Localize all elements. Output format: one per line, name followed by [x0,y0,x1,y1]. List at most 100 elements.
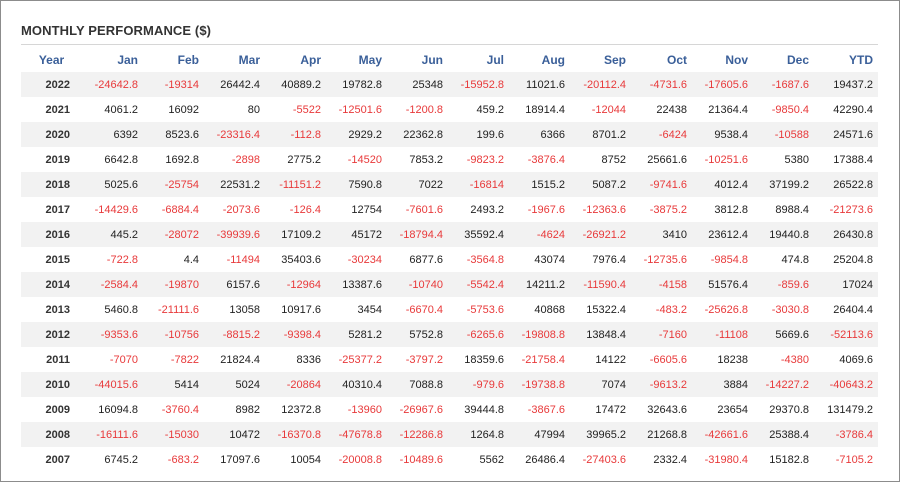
year-cell: 2014 [21,272,82,297]
value-cell: 3454 [357,303,382,316]
table-row: 2016 445.2 -28072 -39939.6 17109.2 45172 -1879… [21,222,878,247]
value-cell: 5087.2 [570,172,631,197]
value-cell: -40643.2 [814,372,878,397]
value-cell: 43074 [534,253,565,266]
value-cell: -12363.6 [582,203,626,216]
value-cell: 1692.8 [165,153,199,166]
table-row: 2013 5460.8 -21111.6 13058 10917.6 3454 -6670.… [21,297,878,322]
value-cell: -7070 [109,353,138,366]
value-cell: -4380 [780,353,809,366]
value-cell: -31980.4 [704,453,748,466]
value-cell: 18914.4 [525,103,565,116]
panel-title: MONTHLY PERFORMANCE ($) [21,23,212,38]
value-cell: 25348 [387,72,448,97]
value-cell: 16092 [168,103,199,116]
value-cell: 12372.8 [281,403,321,416]
value-cell: -6884.4 [161,203,199,216]
value-cell: -12286.8 [387,422,448,447]
value-cell: 24571.6 [814,122,878,147]
table-row: 2017 -14429.6 -6884.4 -2073.6 -126.4 12754 -76… [21,197,878,222]
value-cell: 8982 [235,403,260,416]
value-cell: -11494 [226,253,260,266]
value-cell: 42290.4 [833,103,873,116]
value-cell: 21824.4 [220,353,260,366]
value-cell: 17097.6 [220,453,260,466]
value-cell: -15030 [143,422,204,447]
value-cell: -28072 [143,222,204,247]
column-header-mar: Mar [238,53,260,67]
value-cell: -9850.4 [771,103,809,116]
value-cell: 13848.4 [570,322,631,347]
value-cell: -20864 [265,372,326,397]
value-cell: -20112.4 [570,72,631,97]
value-cell: -6670.4 [405,303,443,316]
value-cell: 35403.6 [281,253,321,266]
value-cell: -24642.8 [82,72,143,97]
value-cell: 131479.2 [827,403,873,416]
value-cell: -7160 [631,322,692,347]
value-cell: 10472 [204,422,265,447]
value-cell: 199.6 [448,122,509,147]
value-cell: -5753.6 [466,303,504,316]
table-row: 2018 5025.6 -25754 22531.2 -11151.2 7590.8 702… [21,172,878,197]
value-cell: -16111.6 [82,422,143,447]
value-cell: -10740 [387,272,448,297]
value-cell: 40310.4 [326,372,387,397]
value-cell: 2775.2 [287,153,321,166]
column-header-apr: Apr [300,53,321,67]
value-cell: -9741.6 [631,172,692,197]
value-cell: 13058 [229,303,260,316]
value-cell: 5460.8 [104,303,138,316]
table-row: 2012 -9353.6 -10756 -8815.2 -9398.4 5281.2 575… [21,322,878,347]
value-cell: -15952.8 [448,72,509,97]
value-cell: -3030.8 [771,303,809,316]
value-cell: -979.6 [448,372,509,397]
value-cell: -3760.4 [161,403,199,416]
value-cell: -11151.2 [265,172,326,197]
value-cell: 37199.2 [753,172,814,197]
value-cell: -11108 [692,322,753,347]
year-cell: 2010 [21,372,82,397]
value-cell: 22438 [656,103,687,116]
value-cell: -44015.6 [82,372,143,397]
column-header-jun: Jun [421,53,443,67]
value-cell: 6877.6 [409,253,443,266]
value-cell: -12044 [591,103,626,116]
value-cell: -14227.2 [753,372,814,397]
value-cell: -21111.6 [158,303,199,316]
table-row: 2020 6392 8523.6 -23316.4 -112.8 2929.2 22362.… [21,122,878,147]
year-cell: 2020 [21,122,82,147]
value-cell: -16814 [448,172,509,197]
value-cell: -2898 [231,153,260,166]
value-cell: 1515.2 [509,172,570,197]
value-cell: -19314 [143,72,204,97]
year-cell: 2017 [45,203,70,216]
table-row: 2008 -16111.6 -15030 10472 -16370.8 -47678.8-… [21,422,878,447]
value-cell: 4012.4 [692,172,753,197]
value-cell: -19808.8 [509,322,570,347]
value-cell: 7074 [570,372,631,397]
value-cell: 5562 [479,453,504,466]
year-cell: 2022 [21,72,82,97]
year-cell: 2016 [21,222,82,247]
table-row: 2007 6745.2 -683.2 17097.6 10054 -20008.8 -104… [21,447,878,472]
value-cell: -10489.6 [399,453,443,466]
value-cell: 14211.2 [509,272,570,297]
value-cell: -4731.6 [631,72,692,97]
value-cell: -30234 [347,253,382,266]
value-cell: 8523.6 [143,122,204,147]
value-cell: 5024 [204,372,265,397]
value-cell: 8752 [601,153,626,166]
value-cell: 19782.8 [326,72,387,97]
value-cell: -21273.6 [829,203,873,216]
value-cell: -3875.2 [649,203,687,216]
value-cell: -12501.6 [338,103,382,116]
value-cell: -26921.2 [570,222,631,247]
value-cell: 21268.8 [631,422,692,447]
column-header-nov: Nov [725,53,748,67]
value-cell: -9854.8 [710,253,748,266]
value-cell: -21758.4 [521,353,565,366]
column-header-ytd: YTD [849,53,873,67]
value-cell: -16370.8 [265,422,326,447]
value-cell: -26967.6 [399,403,443,416]
